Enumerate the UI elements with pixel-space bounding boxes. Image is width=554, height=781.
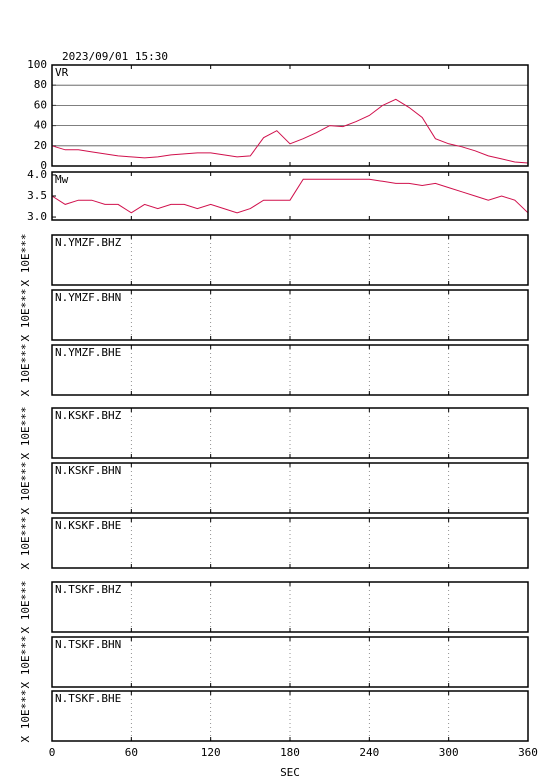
panel-label: N.KSKF.BHN (55, 464, 121, 477)
panel-label: VR (55, 66, 69, 79)
y-axis-label: X 10E*** (19, 517, 32, 570)
y-tick-label: 4.0 (27, 168, 47, 181)
panel-label: Mw (55, 173, 69, 186)
y-axis-label: X 10E*** (19, 462, 32, 515)
y-tick-label: 20 (34, 139, 47, 152)
panel-label: N.YMZF.BHE (55, 346, 121, 359)
panel-label: N.KSKF.BHZ (55, 409, 122, 422)
y-axis-label: X 10E*** (19, 234, 32, 287)
y-tick-label: 60 (34, 98, 47, 111)
y-axis-label: X 10E*** (19, 581, 32, 634)
panel-label: N.YMZF.BHN (55, 291, 121, 304)
panel-frame (51, 289, 529, 341)
y-axis-label: X 10E*** (19, 690, 32, 743)
x-tick-label: 240 (359, 746, 379, 759)
panel-frame (51, 171, 529, 221)
y-tick-label: 80 (34, 78, 47, 91)
y-tick-label: 0 (40, 159, 47, 172)
panel-label: N.YMZF.BHZ (55, 236, 122, 249)
panel-label: N.KSKF.BHE (55, 519, 121, 532)
panel-label: N.TSKF.BHZ (55, 583, 122, 596)
series-line (51, 98, 529, 164)
panel-label: N.TSKF.BHE (55, 692, 121, 705)
panel-frame (51, 462, 529, 514)
x-tick-label: 300 (439, 746, 459, 759)
panel-frame (51, 407, 529, 459)
x-tick-label: 0 (49, 746, 56, 759)
panel-frame (51, 636, 529, 688)
y-axis-label: X 10E*** (19, 407, 32, 460)
panel-frame (51, 581, 529, 633)
y-axis-label: X 10E*** (19, 636, 32, 689)
x-tick-label: 60 (125, 746, 138, 759)
y-axis-label: X 10E*** (19, 289, 32, 342)
series-line (51, 178, 529, 214)
panel-label: N.TSKF.BHN (55, 638, 121, 651)
x-tick-label: 120 (201, 746, 221, 759)
panel-frame (51, 344, 529, 396)
y-tick-label: 3.5 (27, 189, 47, 202)
y-tick-label: 3.0 (27, 210, 47, 223)
panel-frame (51, 690, 529, 742)
x-tick-label: 180 (280, 746, 300, 759)
chart-title: 2023/09/01 15:30 (62, 50, 168, 63)
y-axis-label: X 10E*** (19, 344, 32, 397)
y-tick-label: 100 (27, 58, 47, 71)
panel-frame (51, 234, 529, 286)
y-tick-label: 40 (34, 119, 47, 132)
panel-frame (51, 64, 529, 167)
x-axis-label: SEC (280, 766, 300, 779)
x-tick-label: 360 (518, 746, 538, 759)
panel-frame (51, 517, 529, 569)
